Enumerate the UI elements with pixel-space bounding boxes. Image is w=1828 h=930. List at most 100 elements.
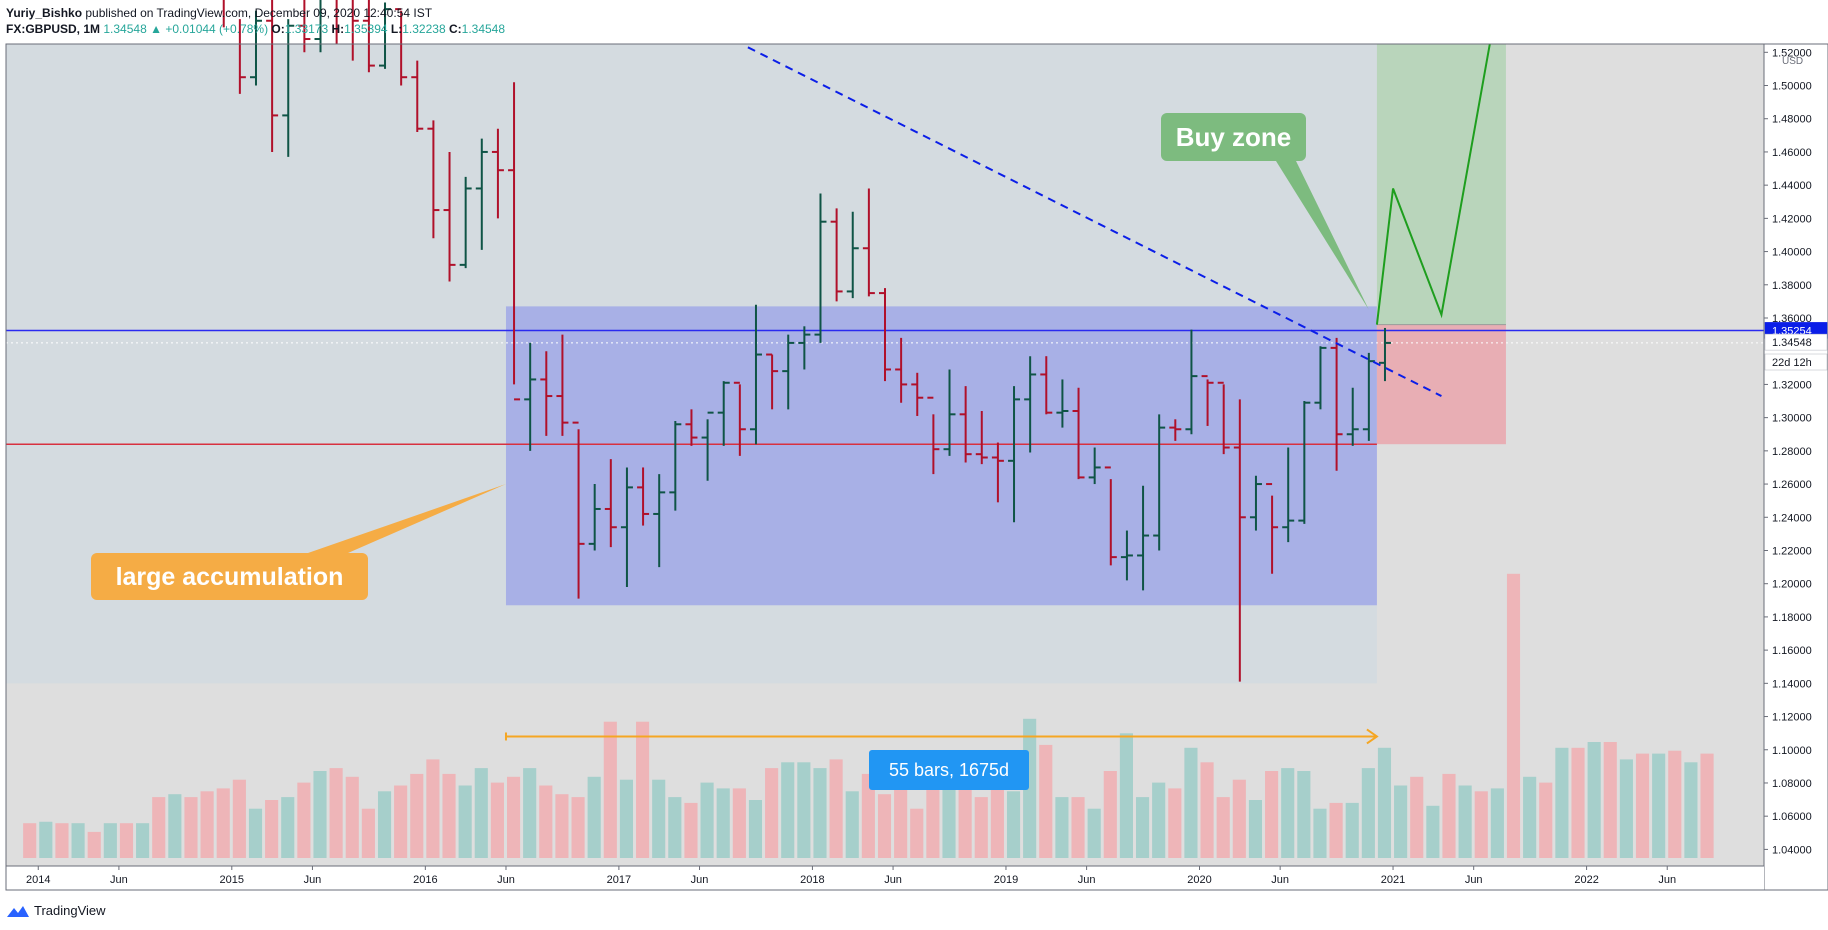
price-tick-label: 1.18000: [1772, 612, 1812, 624]
low-value: 1.32238: [402, 22, 446, 36]
price-axis[interactable]: 1.52000 1.50000 1.48000 1.46000 1.44000 1.420…: [1764, 47, 1828, 856]
ohlc-bar: [991, 442, 1004, 503]
date-range-label: 55 bars, 1675d: [889, 760, 1009, 780]
time-tick-label: Jun: [1078, 874, 1096, 886]
volume-bar: [1216, 797, 1230, 858]
volume-bar: [136, 823, 150, 858]
price-tick-label: 1.40000: [1772, 247, 1812, 259]
stop-zone-area: [1376, 324, 1506, 445]
time-tick-label: 2021: [1381, 874, 1405, 886]
volume-bar: [23, 823, 37, 858]
tradingview-logo-icon: [7, 905, 29, 917]
symbol-label[interactable]: FX:GBPUSD, 1M: [6, 22, 101, 36]
close-label: C:: [448, 22, 462, 36]
volume-bar: [829, 759, 843, 858]
ohlc-bars-layer: [222, 0, 1391, 682]
ohlc-bar: [604, 459, 617, 548]
volume-bar: [1200, 762, 1214, 858]
volume-bar: [571, 797, 585, 858]
time-tick-label: Jun: [884, 874, 902, 886]
price-tick-label: 1.22000: [1772, 545, 1812, 557]
close-value: 1.34548: [461, 22, 506, 36]
ohlc-bar: [379, 2, 392, 69]
volume-bar: [636, 721, 650, 858]
volume-bar: [1361, 768, 1375, 858]
price-tick-label: 1.36000: [1772, 313, 1812, 325]
volume-bar: [1055, 797, 1069, 858]
volume-bar: [1297, 771, 1311, 858]
time-axis[interactable]: 2014 Jun 2015 Jun 2016 Jun 2017 Jun 2018 Jun 2019 J…: [26, 866, 1676, 886]
volume-bar: [232, 779, 246, 858]
volume-bar: [1652, 753, 1666, 858]
price-tick-label: 1.42000: [1772, 213, 1812, 225]
price-tick-label: 1.46000: [1772, 147, 1812, 159]
volume-bar: [1152, 782, 1166, 858]
ohlc-bar: [637, 467, 650, 526]
volume-bar: [942, 771, 956, 858]
ohlc-bar: [1346, 387, 1359, 446]
ohlc-bar: [351, 0, 359, 61]
volume-bar: [1329, 802, 1343, 858]
volume-bar: [1684, 762, 1698, 858]
price-tick-label: 1.52000: [1772, 47, 1812, 59]
ohlc-bar: [911, 372, 924, 416]
volume-bar: [313, 771, 327, 858]
date-range-arrow-head: [1366, 728, 1379, 745]
volume-bar: [329, 768, 343, 858]
date-range-label-box: [869, 750, 1029, 790]
volume-bar: [361, 808, 375, 858]
ohlc-bar: [427, 120, 440, 239]
volume-bar: [216, 788, 230, 858]
ohlc-bar: [895, 337, 908, 403]
high-label: H:: [331, 22, 345, 36]
ohlc-bar: [1137, 485, 1150, 591]
volume-bar: [1039, 744, 1053, 858]
buy-zone-callout-pointer: [1276, 161, 1369, 310]
time-tick-label: Jun: [304, 874, 322, 886]
volume-bar: [377, 791, 392, 858]
volume-bar: [910, 808, 924, 858]
projected-price-path: [1375, 43, 1491, 325]
accumulation-callout-label: large accumulation: [116, 563, 344, 591]
volume-bar: [1523, 776, 1537, 858]
footer-brand[interactable]: TradingView: [6, 903, 106, 918]
volume-bar: [1490, 788, 1504, 858]
volume-bar: [1313, 808, 1327, 858]
publish-info: Yuriy_Bishko published on TradingView.co…: [6, 5, 432, 21]
buy-zone-callout-box: [1161, 113, 1306, 161]
ohlc-bar: [459, 176, 472, 269]
ohlc-bar: [1088, 447, 1101, 485]
volume-bar: [894, 782, 908, 858]
volume-bar: [958, 768, 972, 858]
volume-bar: [297, 782, 311, 858]
price-tick-label: 1.12000: [1772, 712, 1812, 724]
price-tick-label: 1.44000: [1772, 180, 1812, 192]
ohlc-bar: [282, 19, 295, 157]
ohlc-bar: [1120, 530, 1133, 581]
ohlc-bar: [222, 0, 225, 28]
price-tick-label: 1.26000: [1772, 479, 1812, 491]
ohlc-bar: [798, 326, 811, 370]
ohlc-bar: [314, 0, 322, 53]
volume-bar: [200, 791, 214, 858]
ohlc-bar: [620, 467, 633, 588]
volume-bar: [1555, 747, 1569, 858]
volume-bar: [974, 797, 988, 858]
volume-bar: [555, 794, 569, 858]
volume-bar: [1232, 779, 1246, 858]
price-tick-label: 1.48000: [1772, 114, 1812, 126]
ohlc-bar: [1330, 337, 1343, 471]
volume-bar: [990, 782, 1004, 858]
volume-bar: [103, 823, 117, 858]
volume-bar: [1410, 776, 1424, 858]
volume-bar: [410, 773, 424, 858]
volume-bar: [1442, 773, 1456, 858]
author-name[interactable]: Yuriy_Bishko: [6, 6, 83, 20]
volume-bar: [716, 788, 730, 858]
price-tick-label: 1.30000: [1772, 413, 1812, 425]
volume-bar: [1168, 788, 1182, 858]
price-label-box: [1764, 353, 1828, 371]
volume-bar: [684, 802, 698, 858]
low-label: L:: [390, 22, 403, 36]
